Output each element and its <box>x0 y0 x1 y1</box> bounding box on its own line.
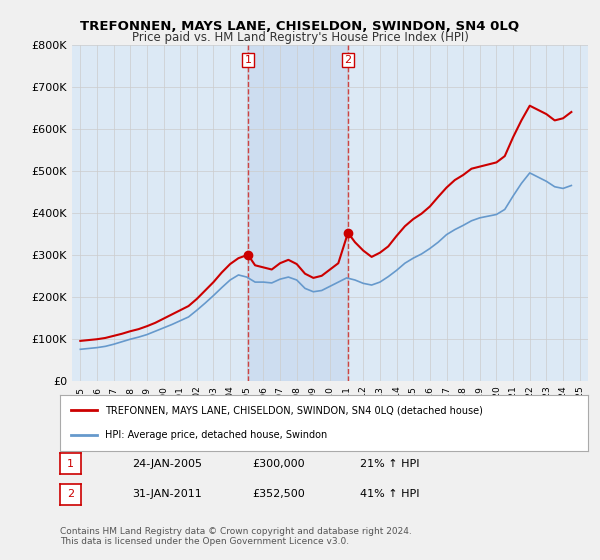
Text: 2: 2 <box>67 489 74 500</box>
Text: 31-JAN-2011: 31-JAN-2011 <box>132 489 202 500</box>
Text: TREFONNEN, MAYS LANE, CHISELDON, SWINDON, SN4 0LQ (detached house): TREFONNEN, MAYS LANE, CHISELDON, SWINDON… <box>105 405 483 416</box>
Text: 24-JAN-2005: 24-JAN-2005 <box>132 459 202 469</box>
Text: 21% ↑ HPI: 21% ↑ HPI <box>360 459 419 469</box>
Text: 41% ↑ HPI: 41% ↑ HPI <box>360 489 419 500</box>
Bar <box>248 45 348 381</box>
Text: Price paid vs. HM Land Registry's House Price Index (HPI): Price paid vs. HM Land Registry's House … <box>131 31 469 44</box>
Text: 1: 1 <box>244 55 251 65</box>
Text: TREFONNEN, MAYS LANE, CHISELDON, SWINDON, SN4 0LQ: TREFONNEN, MAYS LANE, CHISELDON, SWINDON… <box>80 20 520 32</box>
Text: 1: 1 <box>67 459 74 469</box>
Text: £300,000: £300,000 <box>252 459 305 469</box>
Text: 2: 2 <box>344 55 352 65</box>
Text: Contains HM Land Registry data © Crown copyright and database right 2024.
This d: Contains HM Land Registry data © Crown c… <box>60 526 412 546</box>
Text: HPI: Average price, detached house, Swindon: HPI: Average price, detached house, Swin… <box>105 430 327 440</box>
Text: £352,500: £352,500 <box>252 489 305 500</box>
